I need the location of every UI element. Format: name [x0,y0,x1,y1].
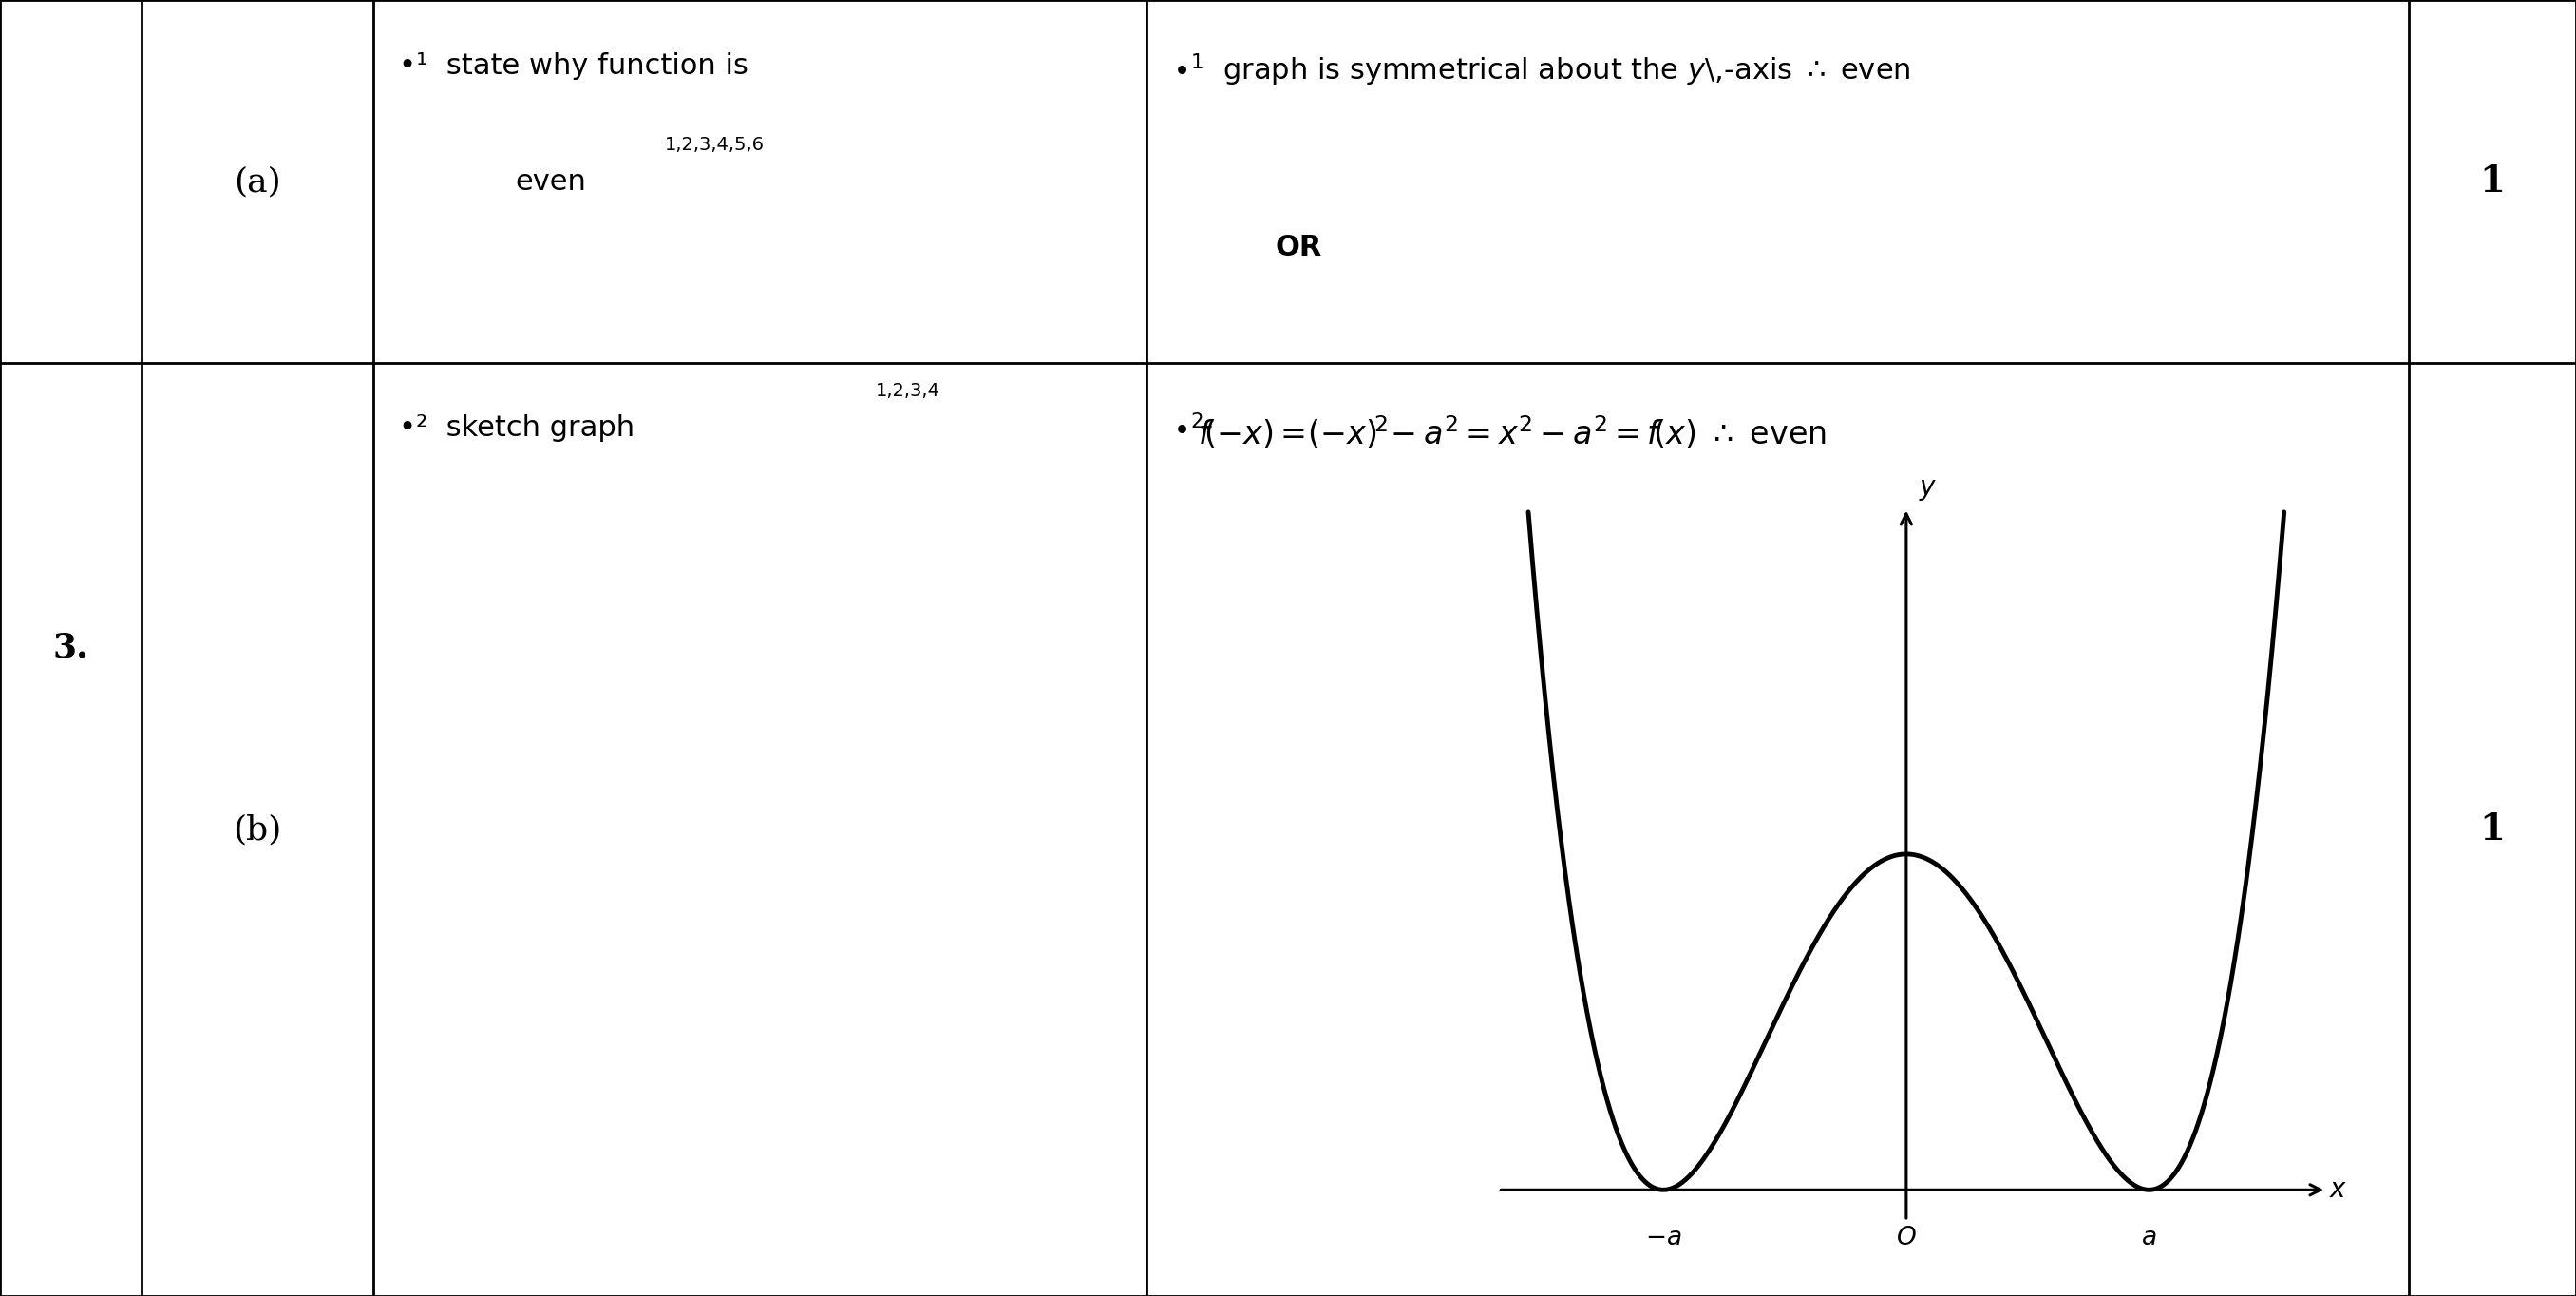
Text: 1,2,3,4,5,6: 1,2,3,4,5,6 [665,136,765,154]
Text: OR: OR [1275,233,1321,260]
Text: •²  sketch graph: •² sketch graph [399,415,634,442]
Text: 1,2,3,4: 1,2,3,4 [876,382,940,400]
Text: $y$: $y$ [1919,477,1937,503]
Text: $a$: $a$ [2141,1226,2156,1249]
Text: (b): (b) [234,814,281,845]
Text: $-a$: $-a$ [1646,1226,1682,1249]
Text: $\bullet^2$: $\bullet^2$ [1172,415,1203,442]
Text: $x$: $x$ [2329,1177,2347,1203]
Text: $f\!\left(-x\right)=\!\left(-x\right)^{\!2}\!-a^2=x^2-a^2=f\!\left(x\right)\ \th: $f\!\left(-x\right)=\!\left(-x\right)^{\… [1198,415,1826,451]
Text: 1: 1 [2481,163,2504,200]
Text: 3.: 3. [54,632,88,664]
Text: •¹  state why function is: •¹ state why function is [399,52,750,79]
Text: $O$: $O$ [1896,1226,1917,1249]
Text: 1: 1 [2481,811,2504,848]
Text: $\bullet^1$  graph is symmetrical about the $y$\,-axis $\therefore$ even: $\bullet^1$ graph is symmetrical about t… [1172,52,1911,88]
Text: (a): (a) [234,166,281,197]
Text: even: even [515,168,587,196]
